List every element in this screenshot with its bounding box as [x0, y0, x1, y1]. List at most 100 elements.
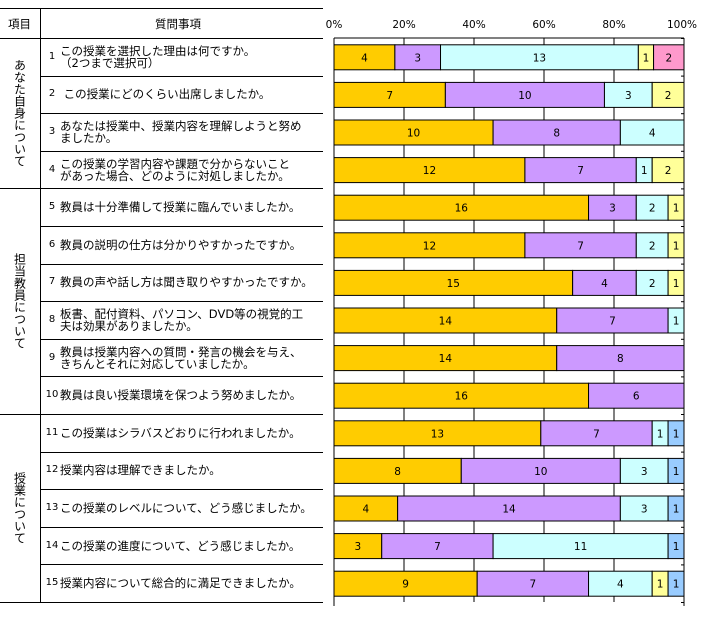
bar-segment: [667, 194, 685, 221]
question-number: 11: [45, 426, 59, 438]
question-text: 教員は良い授業環境を保つよう努めましたか。: [60, 388, 302, 403]
question-text: 教員の説明の仕方は分かりやすかったですか。: [60, 237, 302, 252]
data-label: 1: [657, 428, 664, 440]
row-border: [40, 414, 323, 415]
question-row: 3 あなたは授業中、授業内容を理解しようと努め ましたか。: [44, 113, 326, 151]
x-tick-label: 20%: [392, 19, 415, 31]
bar-segment: [667, 232, 685, 259]
row-border: [40, 76, 323, 77]
x-tick-label: 60%: [532, 19, 555, 31]
data-label: 3: [641, 466, 648, 478]
bar-segment: [333, 157, 526, 184]
bar-segment: [333, 495, 399, 522]
data-label: 14: [502, 504, 516, 516]
data-label: 3: [609, 203, 616, 215]
bar-segment: [524, 157, 637, 184]
data-label: 7: [577, 165, 584, 177]
question-row: 10 教員は良い授業環境を保つよう努めましたか。: [44, 376, 326, 414]
bar-segment: [492, 119, 621, 146]
bar-segment: [556, 307, 669, 334]
data-label: 8: [553, 128, 560, 140]
data-label: 7: [593, 428, 600, 440]
data-label: 3: [625, 90, 632, 102]
data-label: 4: [649, 128, 656, 140]
data-label: 3: [414, 52, 421, 64]
data-label: 6: [633, 391, 640, 403]
bar-segment: [588, 382, 685, 409]
data-label: 2: [649, 278, 656, 290]
question-number: 14: [45, 539, 59, 551]
question-number: 4: [48, 163, 56, 175]
bar-segment: [492, 533, 669, 560]
row-border: [40, 264, 323, 265]
question-text: この授業のレベルについて、どう感じましたか。: [60, 500, 312, 515]
bar-segment: [333, 81, 446, 108]
data-label: 3: [641, 504, 648, 516]
question-number: 10: [45, 389, 59, 401]
question-text: この授業の学習内容や課題で分からないこと があった場合、どのように対処しましたか…: [60, 156, 290, 183]
bar-segment: [333, 194, 590, 221]
data-label: 7: [530, 579, 537, 591]
data-label: 2: [665, 165, 672, 177]
category-border: [0, 602, 323, 603]
data-label: 13: [431, 428, 444, 440]
question-number: 1: [48, 50, 56, 62]
bar-segment: [667, 495, 685, 522]
question-row: 14 この授業の進度について、どう感じましたか。: [44, 527, 326, 565]
row-border: [40, 339, 323, 340]
x-tick-label: 100%: [667, 19, 697, 31]
bar-segment: [333, 44, 396, 71]
question-row: 1 この授業を選択した理由は何ですか。 （2つまで選択可）: [44, 38, 326, 76]
question-text: この授業の進度について、どう感じましたか。: [60, 538, 301, 553]
question-number: 13: [45, 501, 59, 513]
question-row: 15 授業内容について総合的に満足できましたか。: [44, 564, 326, 602]
bar-segment: [333, 269, 574, 296]
data-label: 12: [423, 165, 436, 177]
question-row: 2 この授業にどのくらい出席しましたか。: [44, 76, 326, 114]
data-label: 1: [673, 466, 680, 478]
data-label: 2: [665, 52, 672, 64]
bar-segment: [440, 44, 639, 71]
bar-segment: [667, 457, 685, 484]
question-number: 5: [48, 201, 56, 213]
question-text: あなたは授業中、授業内容を理解しようと努め ましたか。: [60, 118, 302, 145]
bar-segment: [667, 533, 685, 560]
data-label: 1: [673, 316, 680, 328]
data-label: 1: [673, 278, 680, 290]
bar-segment: [651, 157, 685, 184]
data-label: 16: [455, 391, 469, 403]
row-border: [40, 226, 323, 227]
data-label: 14: [439, 353, 453, 365]
bar-segment: [667, 307, 685, 334]
bar-segment: [524, 232, 637, 259]
data-label: 13: [533, 52, 546, 64]
category-column-header: 項目: [8, 17, 31, 31]
question-row: 9 教員は授業内容への質問・発言の機会を与え、 きちんとそれに対応していましたか。: [44, 339, 326, 377]
row-border: [40, 188, 323, 189]
row-border: [40, 301, 323, 302]
row-border: [40, 376, 323, 377]
row-border: [40, 113, 323, 114]
row-border: [40, 151, 323, 152]
data-label: 3: [355, 541, 362, 553]
bar-segment: [333, 119, 494, 146]
question-row: 4 この授業の学習内容や課題で分からないこと があった場合、どのように対処しました…: [44, 151, 326, 189]
data-label: 1: [673, 579, 680, 591]
data-label: 9: [402, 579, 409, 591]
bar-segment: [333, 307, 558, 334]
question-row: 5 教員は十分準備して授業に臨んでいましたか。: [44, 188, 326, 226]
bar-segment: [635, 194, 669, 221]
data-label: 8: [394, 466, 401, 478]
question-row: 12 授業内容は理解できましたか。: [44, 452, 326, 490]
data-label: 7: [609, 316, 616, 328]
bar-segment: [333, 345, 558, 372]
category-label-text: 授業について: [12, 472, 27, 544]
data-label: 14: [439, 316, 453, 328]
question-row: 8 板書、配付資料、パソコン、DVD等の視覚的工 夫は効果がありましたか。: [44, 301, 326, 339]
bar-segment: [635, 269, 669, 296]
data-label: 2: [649, 240, 656, 252]
data-label: 4: [361, 52, 368, 64]
bar-segment: [588, 194, 637, 221]
data-label: 10: [407, 128, 420, 140]
